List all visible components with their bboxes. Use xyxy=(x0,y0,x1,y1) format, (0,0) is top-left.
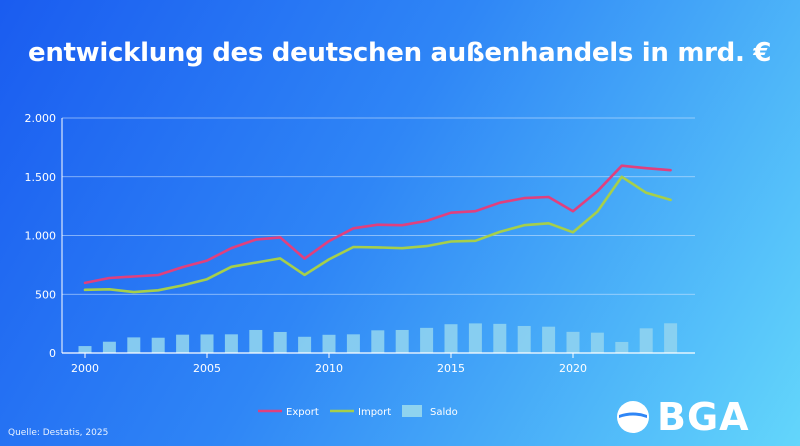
bga-logo-text: BGA xyxy=(657,395,750,439)
legend-swatch-saldo xyxy=(402,405,422,417)
y-tick-label: 1.000 xyxy=(25,230,57,243)
legend-label-export: Export xyxy=(286,407,319,418)
saldo-bar xyxy=(298,336,312,353)
saldo-bar xyxy=(517,325,531,353)
y-tick-label: 0 xyxy=(49,347,56,360)
y-tick-label: 500 xyxy=(35,288,56,301)
source-note: Quelle: Destatis, 2025 xyxy=(8,428,109,438)
saldo-bar xyxy=(444,324,458,353)
bga-logo-icon xyxy=(617,401,649,433)
saldo-bar xyxy=(493,323,507,353)
x-tick-label: 2020 xyxy=(559,362,587,375)
saldo-bar xyxy=(346,334,360,353)
saldo-bar xyxy=(639,328,653,353)
saldo-bar xyxy=(420,327,434,353)
export-line xyxy=(83,164,672,285)
x-tick-label: 2005 xyxy=(193,362,221,375)
saldo-bar xyxy=(615,341,629,353)
saldo-bar xyxy=(176,334,190,353)
x-tick-label: 2010 xyxy=(315,362,343,375)
legend-label-import: Import xyxy=(358,407,391,418)
y-tick-label: 1.500 xyxy=(25,171,57,184)
saldo-bar xyxy=(102,341,116,353)
import-line xyxy=(83,175,672,294)
saldo-bar xyxy=(395,329,409,353)
saldo-bar xyxy=(664,323,678,353)
page-title: entwicklung des deutschen außenhandels i… xyxy=(28,38,772,68)
y-tick-label: 2.000 xyxy=(25,112,57,125)
saldo-bar xyxy=(566,331,580,353)
saldo-bar xyxy=(151,337,165,353)
saldo-bar xyxy=(371,330,385,353)
saldo-bar xyxy=(78,346,92,353)
saldo-bar xyxy=(468,323,482,353)
x-tick-label: 2000 xyxy=(71,362,99,375)
saldo-bar xyxy=(322,334,336,353)
saldo-bar xyxy=(273,331,287,353)
saldo-bar xyxy=(249,329,263,353)
saldo-bar xyxy=(224,334,238,353)
x-tick-label: 2015 xyxy=(437,362,465,375)
saldo-bar xyxy=(200,334,214,353)
bga-logo: BGA xyxy=(615,398,750,436)
legend-label-saldo: Saldo xyxy=(430,407,458,418)
saldo-bar xyxy=(590,332,604,353)
saldo-bar xyxy=(542,326,556,353)
saldo-bar xyxy=(127,337,141,353)
